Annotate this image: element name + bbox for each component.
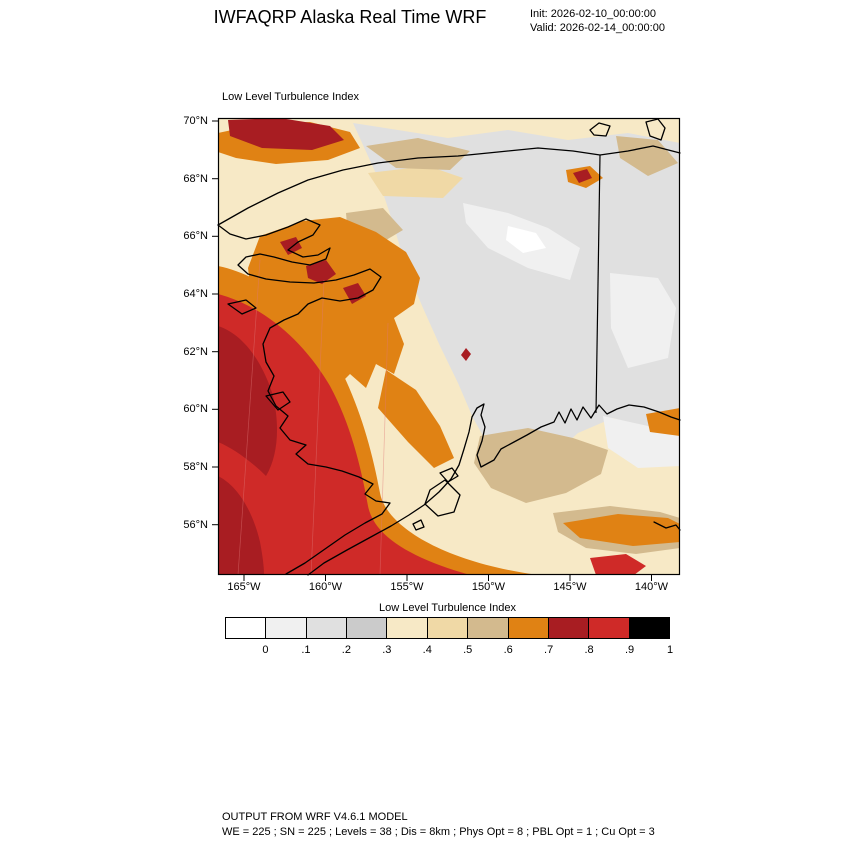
- lat-tick-label: 56°N: [183, 518, 208, 531]
- small-island: [412, 519, 425, 531]
- field-region-tan: [366, 138, 470, 170]
- southeast-coastline: [653, 521, 681, 531]
- field-region-orange: [378, 370, 454, 468]
- lat-tick-label: 70°N: [183, 115, 208, 127]
- colorbar-tick-label: .4: [422, 644, 432, 656]
- colorbar-tick-label: .5: [463, 644, 473, 656]
- field-region-orange: [563, 514, 680, 546]
- colorbar-cell: [507, 618, 548, 638]
- arctic-coastline: [217, 145, 681, 226]
- field-region-darkred: [228, 118, 344, 150]
- field-region-darkred: [306, 260, 336, 284]
- gulf-coastline: [307, 403, 681, 576]
- lon-tick-label: 145°W: [553, 581, 587, 593]
- footer-config-line: WE = 225 ; SN = 225 ; Levels = 38 ; Dis …: [222, 825, 655, 838]
- lon-tick-label: 155°W: [390, 581, 424, 593]
- west-coastline: [217, 218, 391, 575]
- colorbar-cell: [265, 618, 306, 638]
- colorbar-labels: 0 .1 .2 .3 .4 .5 .6 .7 .8 .9 1: [225, 644, 674, 658]
- colorbar-cell: [426, 618, 468, 638]
- field-region-sand: [368, 166, 463, 198]
- colorbar-title: Low Level Turbulence Index: [379, 602, 516, 614]
- colorbar-tick-label: 1: [666, 644, 674, 656]
- page-title: IWFAQRP Alaska Real Time WRF: [213, 7, 487, 27]
- footer: OUTPUT FROM WRF V4.6.1 MODEL WE = 225 ; …: [222, 810, 655, 839]
- coastlines: [217, 118, 681, 576]
- map-panel: [212, 117, 681, 581]
- graticule: [237, 259, 389, 576]
- lon-tick-label: 150°W: [471, 581, 506, 593]
- field-region-darkred: [218, 326, 278, 476]
- lat-tick-label: 64°N: [183, 288, 208, 300]
- footer-model-line: OUTPUT FROM WRF V4.6.1 MODEL: [222, 811, 408, 823]
- colorbar-tick-label: .8: [584, 644, 594, 656]
- st-lawrence-island: [227, 299, 257, 315]
- colorbar-cell: [386, 618, 427, 638]
- field-region-darkred: [343, 283, 366, 304]
- field-region-red: [590, 554, 646, 575]
- axis-ticks: [212, 120, 652, 581]
- lat-tick-label: 60°N: [183, 403, 208, 416]
- colorbar-cell: [467, 618, 508, 638]
- field-region-red: [218, 294, 470, 575]
- lon-tick-label: 140°W: [634, 581, 669, 593]
- turbulence-field: [218, 118, 680, 576]
- colorbar-tick-label: .7: [544, 644, 554, 656]
- beaufort-island: [589, 122, 611, 137]
- afognak-island: [439, 467, 459, 483]
- colorbar-cell: [226, 618, 266, 638]
- colorbar-tick-label: .1: [301, 644, 311, 656]
- colorbar-tick-label: .3: [382, 644, 392, 656]
- field-region-lightgray: [610, 273, 676, 368]
- lon-axis: 165°W 160°W 155°W 150°W 145°W 140°W: [218, 578, 680, 594]
- field-region-gray: [353, 123, 680, 463]
- init-time: Init: 2026-02-10_00:00:00: [530, 8, 656, 20]
- field-region-tan: [616, 136, 678, 176]
- political-border: [595, 154, 601, 414]
- field-region-darkred: [218, 476, 264, 575]
- field-region-darkred: [461, 348, 471, 361]
- colorbar-cell: [346, 618, 387, 638]
- kodiak-island: [424, 479, 461, 517]
- lon-tick-label: 165°W: [227, 581, 261, 593]
- colorbar-cell: [628, 618, 669, 638]
- map-border: [217, 117, 681, 576]
- beaufort-island: [645, 118, 666, 141]
- lat-tick-label: 58°N: [183, 461, 208, 474]
- colorbar-tick-label: .2: [341, 644, 351, 656]
- field-region-orange: [646, 408, 680, 436]
- colorbar: [225, 617, 670, 639]
- lon-tick-label: 160°W: [308, 581, 343, 593]
- turbulence-map: [212, 117, 681, 581]
- colorbar-cell: [305, 618, 347, 638]
- valid-time: Valid: 2026-02-14_00:00:00: [530, 21, 665, 34]
- field-label: Low Level Turbulence Index: [222, 91, 359, 103]
- colorbar-cell: [547, 618, 589, 638]
- field-region-darkred: [280, 237, 302, 255]
- alaska-yukon-border: [595, 154, 601, 414]
- map-frame: [212, 117, 681, 581]
- colorbar-tick-label: .9: [624, 644, 635, 656]
- colorbar-tick-label: 0: [262, 644, 269, 656]
- lat-tick-label: 62°N: [183, 345, 208, 358]
- colorbar-cell: [588, 618, 629, 638]
- run-info: Init: 2026-02-10_00:00:00 Valid: 2026-02…: [530, 8, 665, 35]
- field-region-white: [506, 226, 546, 253]
- lat-axis: 70°N 68°N 66°N 64°N 62°N 60°N 58°N 56°N: [156, 115, 210, 575]
- nunivak-island: [265, 391, 291, 411]
- field-region-tan: [474, 428, 608, 503]
- lat-tick-label: 68°N: [183, 172, 208, 185]
- lat-tick-label: 66°N: [183, 230, 208, 243]
- field-region-darkred: [573, 169, 592, 183]
- colorbar-tick-label: .6: [503, 644, 513, 656]
